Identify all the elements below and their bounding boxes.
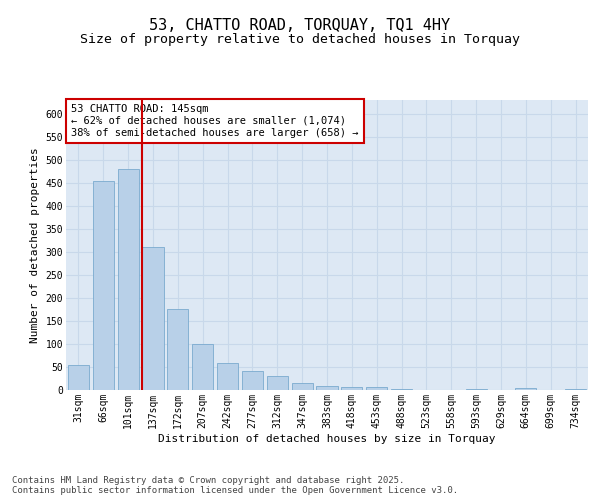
Bar [118,169,139,390]
Bar [466,389,487,390]
Bar [565,388,586,390]
Bar [292,383,313,390]
Bar [316,386,338,390]
Bar [142,248,164,390]
Bar [391,388,412,390]
Bar [68,364,89,390]
Bar [267,376,288,390]
Text: Contains HM Land Registry data © Crown copyright and database right 2025.
Contai: Contains HM Land Registry data © Crown c… [12,476,458,495]
Bar [242,370,263,390]
X-axis label: Distribution of detached houses by size in Torquay: Distribution of detached houses by size … [158,434,496,444]
Bar [192,344,213,390]
Bar [167,310,188,390]
Text: 53, CHATTO ROAD, TORQUAY, TQ1 4HY: 53, CHATTO ROAD, TORQUAY, TQ1 4HY [149,18,451,32]
Bar [341,387,362,390]
Bar [515,388,536,390]
Y-axis label: Number of detached properties: Number of detached properties [30,147,40,343]
Bar [93,180,114,390]
Bar [366,387,387,390]
Bar [217,364,238,390]
Text: Size of property relative to detached houses in Torquay: Size of property relative to detached ho… [80,32,520,46]
Text: 53 CHATTO ROAD: 145sqm
← 62% of detached houses are smaller (1,074)
38% of semi-: 53 CHATTO ROAD: 145sqm ← 62% of detached… [71,104,359,138]
